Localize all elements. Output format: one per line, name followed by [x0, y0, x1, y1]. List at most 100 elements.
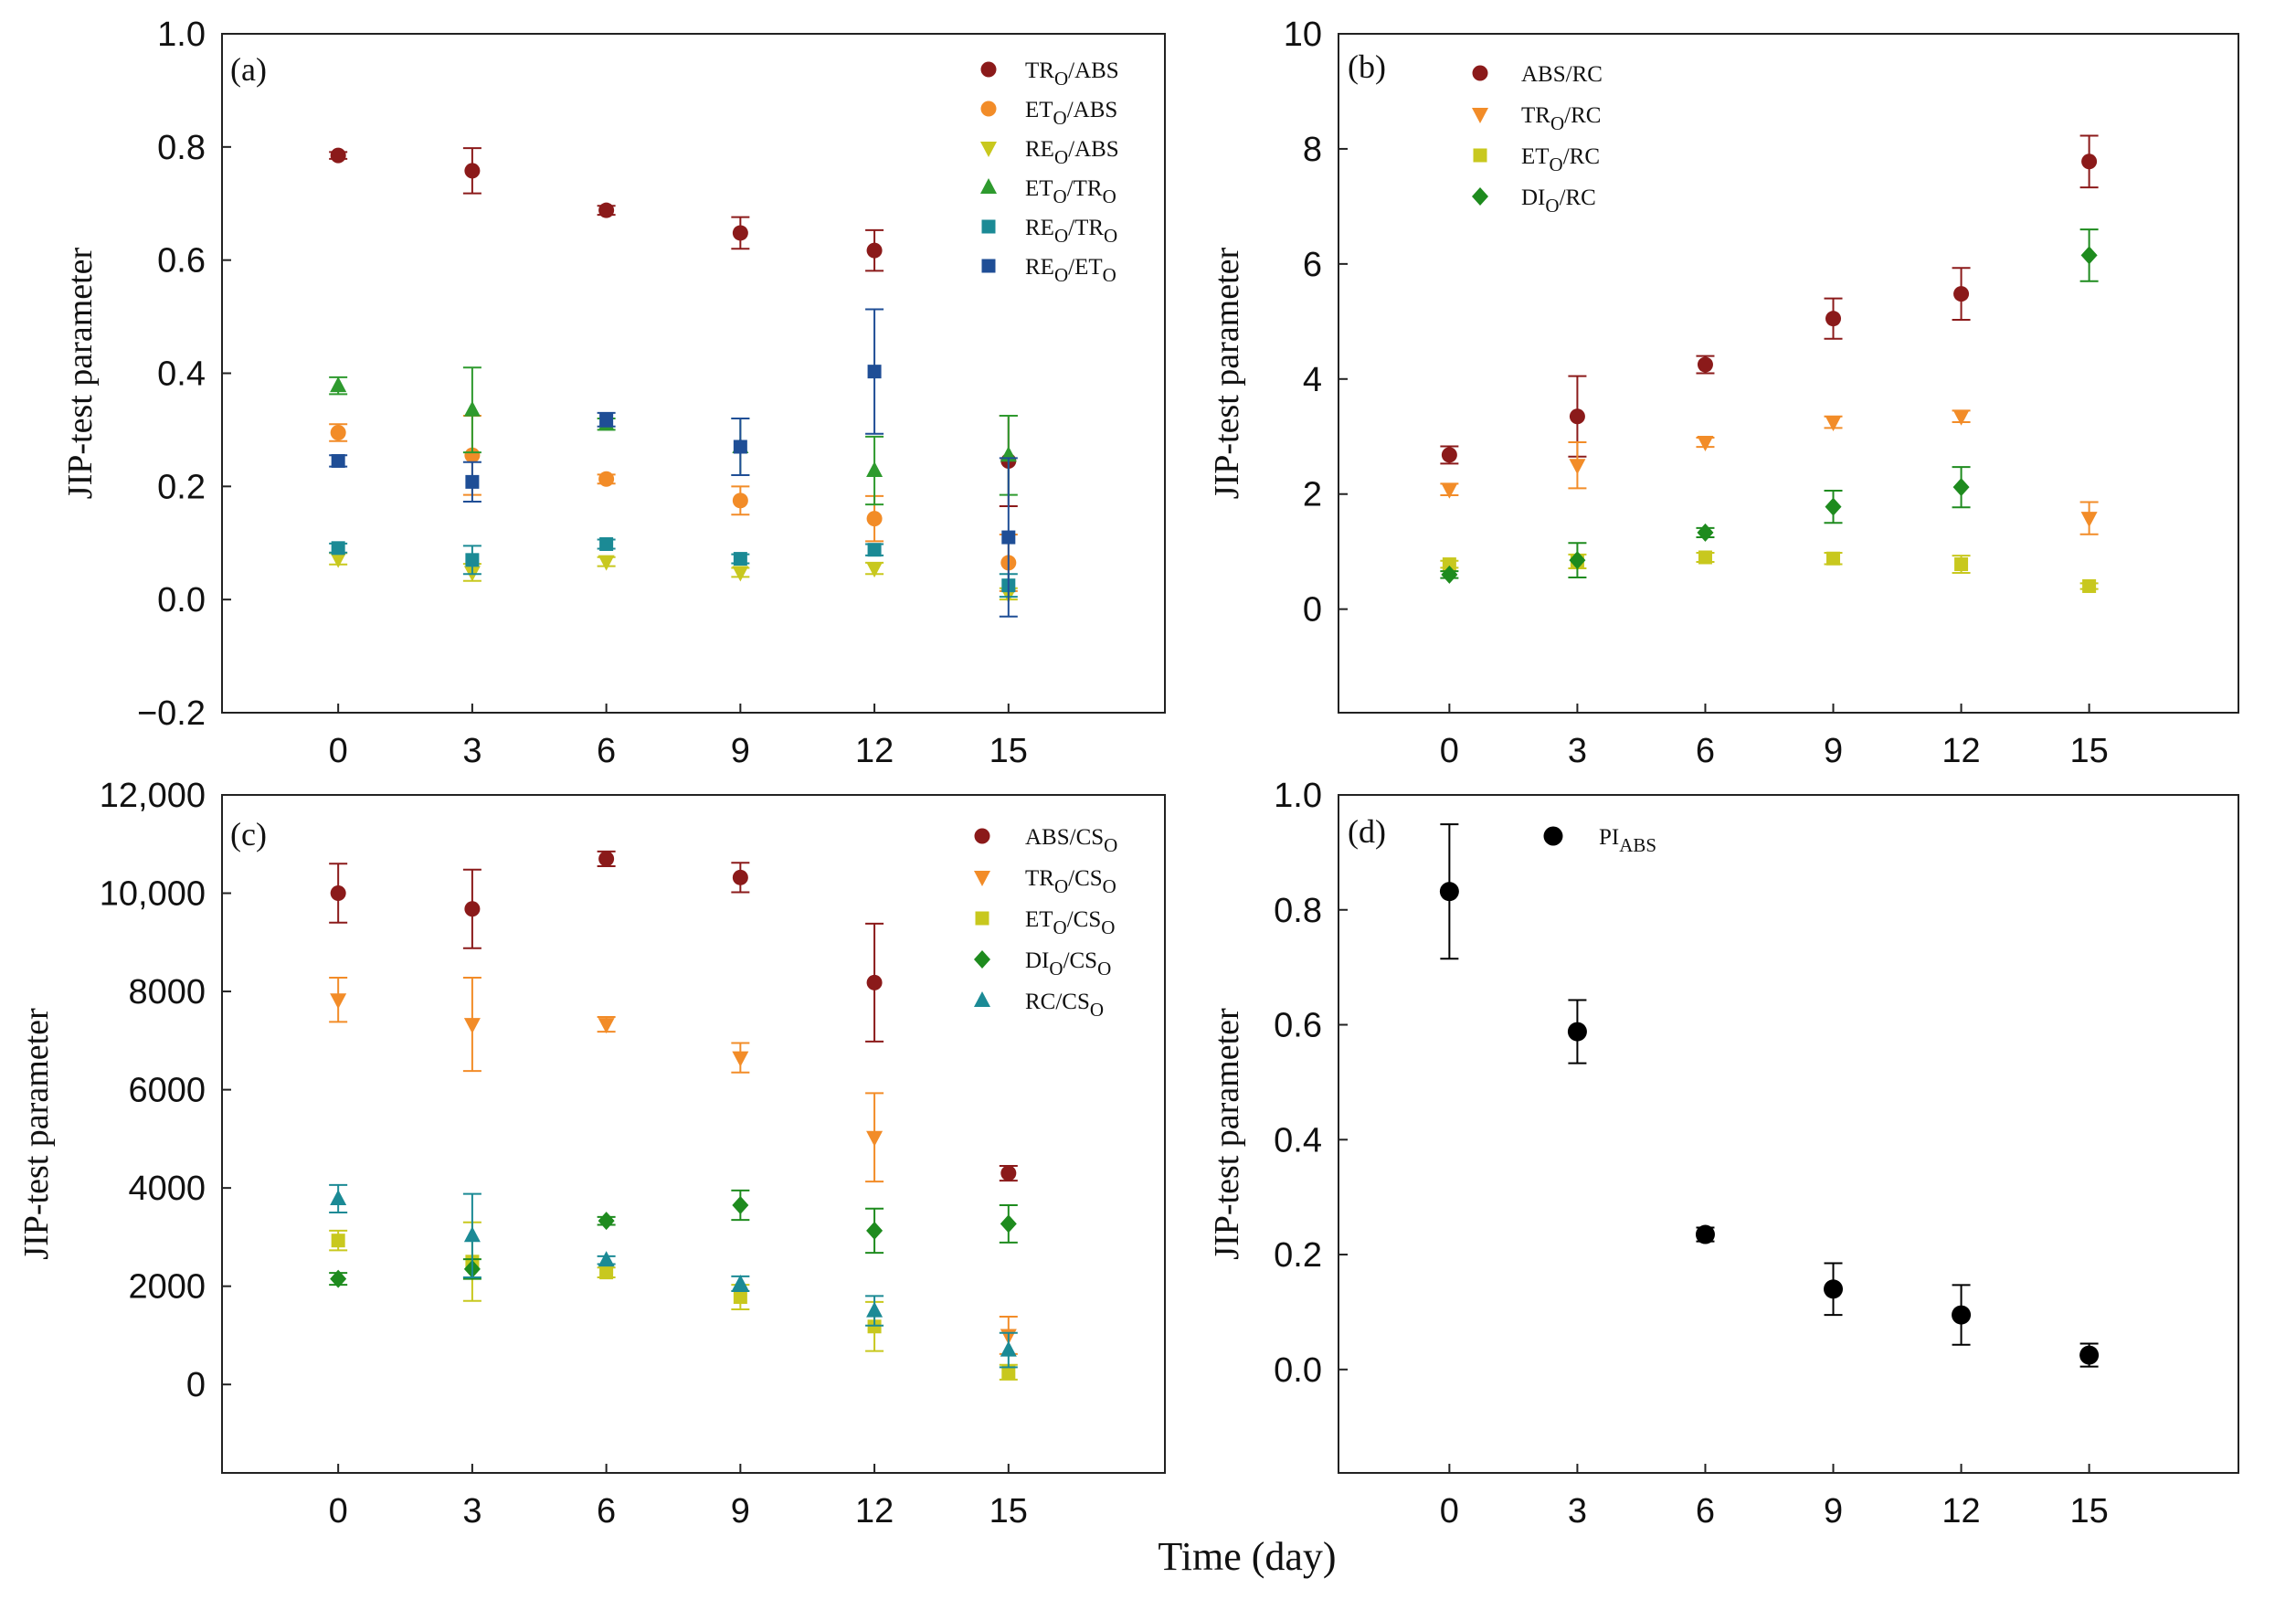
y-tick-label: 0 [1303, 591, 1322, 630]
data-point [1697, 523, 1714, 542]
series-TRO/ABS [329, 147, 1018, 508]
series-ETO/ABS [329, 414, 1018, 592]
legend-label: TRO/ABS [1025, 58, 1119, 90]
y-tick-label: 0.4 [1274, 1121, 1322, 1160]
data-point [330, 885, 346, 902]
legend-marker [1472, 187, 1488, 206]
x-tick-label: 0 [1440, 1492, 1459, 1530]
data-point [2079, 1345, 2100, 1365]
x-tick-label: 12 [855, 1492, 894, 1530]
data-point [465, 474, 480, 489]
legend-label: PIABS [1599, 825, 1656, 856]
series-ETO/RC [1440, 550, 2099, 593]
x-tick-label: 3 [462, 1492, 481, 1530]
y-tick-label: 6 [1303, 246, 1322, 284]
series-REO/ABS [329, 552, 1018, 603]
y-tick-label: 10 [1284, 16, 1322, 54]
x-tick-label: 15 [2069, 1492, 2108, 1530]
data-point [463, 1018, 481, 1034]
data-point [1441, 482, 1458, 499]
data-point [330, 1189, 347, 1205]
data-point [866, 461, 883, 477]
data-point [732, 869, 748, 885]
legend-label: TRO/RC [1521, 103, 1601, 134]
legend-label: ABS/CSO [1025, 825, 1117, 856]
data-point [1698, 550, 1712, 565]
y-tick-label: 1.0 [1274, 777, 1322, 815]
y-tick-label: 0.0 [157, 581, 206, 619]
y-tick-label: 0.6 [157, 242, 206, 281]
x-tick-label: 6 [1696, 732, 1715, 770]
data-point [866, 1130, 883, 1147]
data-point [598, 555, 615, 571]
data-point [866, 562, 883, 578]
series-DIO/RC [1440, 228, 2099, 584]
panel-label: (a) [230, 51, 267, 88]
legend-marker [974, 828, 990, 844]
series-REO/TRO [329, 536, 1018, 598]
x-tick-label: 3 [462, 732, 481, 770]
y-tick-label: 0.8 [1274, 892, 1322, 930]
legend-marker [1472, 108, 1488, 123]
x-tick-label: 0 [329, 732, 348, 770]
x-tick-label: 0 [1440, 732, 1459, 770]
y-tick-label: 8000 [128, 973, 206, 1011]
data-point [331, 453, 345, 468]
data-point [1825, 416, 1842, 432]
legend-marker [974, 991, 990, 1007]
data-point [733, 552, 747, 567]
x-tick-label: 0 [329, 1492, 348, 1530]
legend-marker [1543, 826, 1563, 846]
y-tick-label: 2000 [128, 1268, 206, 1307]
y-tick-label: 4000 [128, 1170, 206, 1208]
legend-label: RC/CSO [1025, 990, 1104, 1021]
legend-marker [974, 871, 990, 886]
data-point [732, 566, 749, 582]
legend-label: ETO/RC [1521, 144, 1600, 175]
series-ETO/CSO [329, 1221, 1018, 1381]
legend-label: REO/ABS [1025, 137, 1119, 168]
panel-d: 0 3 6 9 12 15 0.0 0.2 0.4 0.6 0.8 1.0 JIP-test param… [1208, 777, 2239, 1530]
legend-marker [1473, 148, 1487, 163]
y-axis-title: JIP-test parameter [1208, 247, 1246, 499]
data-point [1697, 436, 1714, 452]
legend-label: TRO/CSO [1025, 866, 1116, 897]
y-tick-label: 0.4 [157, 355, 206, 394]
x-tick-label: 12 [855, 732, 894, 770]
legend-marker [975, 911, 989, 926]
legend-marker [974, 950, 990, 969]
series-ABS/RC [1440, 134, 2099, 465]
x-tick-label: 9 [731, 732, 750, 770]
y-tick-label: 0.2 [157, 468, 206, 506]
legend-label: DIO/RC [1521, 185, 1596, 217]
data-point [1569, 459, 1586, 475]
x-tick-label: 15 [2069, 732, 2108, 770]
data-point [732, 492, 748, 509]
data-point [598, 1251, 615, 1267]
y-tick-label: −0.2 [137, 694, 206, 733]
data-point [1442, 557, 1456, 572]
data-point [330, 376, 347, 393]
legend-label: DIO/CSO [1025, 948, 1111, 980]
data-point [733, 1290, 747, 1305]
data-point [2080, 512, 2098, 528]
legend-label: ETO/CSO [1025, 907, 1115, 938]
legend-label: ETO/TRO [1025, 176, 1116, 207]
data-point [1000, 1340, 1017, 1357]
data-point [1952, 1305, 1972, 1325]
data-point [465, 553, 480, 567]
x-tick-label: 6 [597, 732, 616, 770]
series-TRO/RC [1440, 409, 2099, 535]
data-point [867, 543, 882, 557]
data-point [733, 439, 747, 454]
data-point [1001, 1365, 1016, 1380]
data-point [464, 447, 481, 463]
y-axis-title: JIP-test parameter [1208, 1008, 1246, 1260]
x-tick-label: 9 [1824, 1492, 1843, 1530]
x-tick-label: 9 [1824, 732, 1843, 770]
series-ETO/TRO [329, 366, 1018, 506]
x-axis-title: Time (day) [1158, 1534, 1336, 1579]
data-point [1001, 530, 1016, 545]
data-point [866, 974, 883, 990]
data-point [2082, 578, 2097, 593]
